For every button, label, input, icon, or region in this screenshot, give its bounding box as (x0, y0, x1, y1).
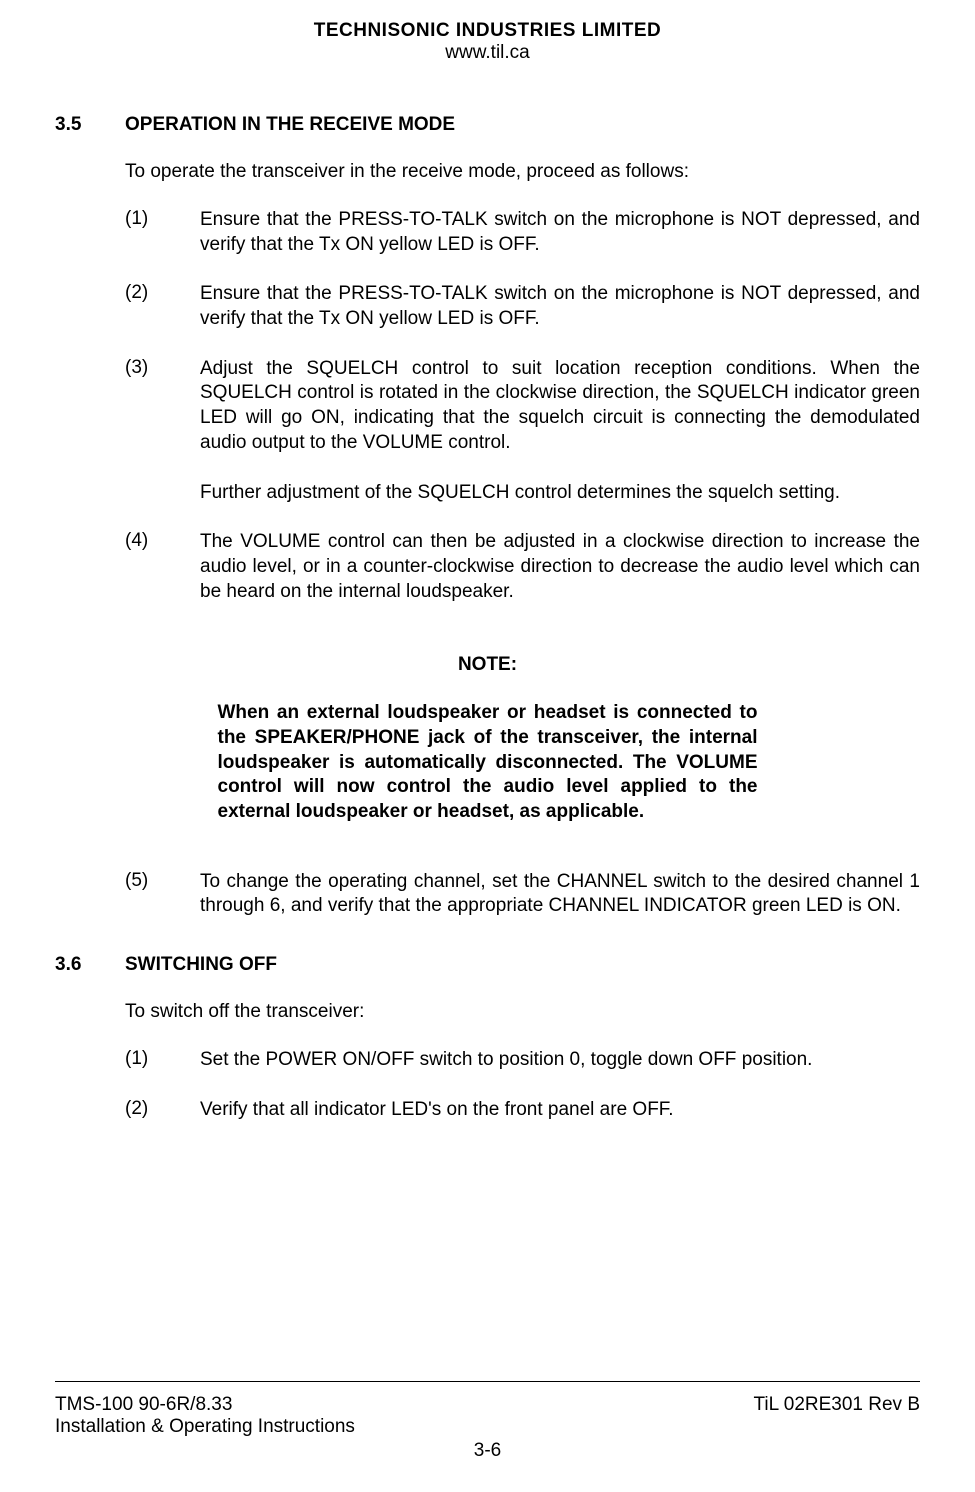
item-text: Adjust the SQUELCH control to suit locat… (200, 357, 920, 456)
page-number: 3-6 (55, 1440, 920, 1462)
footer-left-2: Installation & Operating Instructions (55, 1416, 355, 1437)
note-body: When an external loudspeaker or headset … (218, 701, 758, 824)
page-header: TECHNISONIC INDUSTRIES LIMITED www.til.c… (55, 20, 920, 64)
item-text: The VOLUME control can then be adjusted … (200, 530, 920, 604)
item-number: (5) (125, 870, 200, 919)
section-3-5: 3.5 OPERATION IN THE RECEIVE MODE To ope… (55, 114, 920, 919)
section-3-6-number: 3.6 (55, 954, 125, 976)
section-3-6-intro: To switch off the transceiver: (125, 1001, 920, 1023)
item-number: (1) (125, 1048, 200, 1073)
section-3-5-number: 3.5 (55, 114, 125, 136)
section-3-6: 3.6 SWITCHING OFF To switch off the tran… (55, 954, 920, 1122)
section-3-5-title: OPERATION IN THE RECEIVE MODE (125, 114, 455, 136)
page-footer: TMS-100 90-6R/8.33 TiL 02RE301 Rev B Ins… (55, 1381, 920, 1462)
section-3-5-item-5: (5) To change the operating channel, set… (125, 870, 920, 919)
section-3-5-item-4: (4) The VOLUME control can then be adjus… (125, 530, 920, 604)
item-number: (3) (125, 357, 200, 456)
note-block: NOTE: When an external loudspeaker or he… (55, 654, 920, 824)
item-text: Set the POWER ON/OFF switch to position … (200, 1048, 920, 1073)
note-label: NOTE: (55, 654, 920, 676)
footer-right-1: TiL 02RE301 Rev B (753, 1394, 920, 1416)
section-3-5-item-2: (2) Ensure that the PRESS-TO-TALK switch… (125, 282, 920, 331)
item-text: Ensure that the PRESS-TO-TALK switch on … (200, 282, 920, 331)
section-3-6-item-2: (2) Verify that all indicator LED's on t… (125, 1098, 920, 1123)
item-text: Ensure that the PRESS-TO-TALK switch on … (200, 208, 920, 257)
item-number: (2) (125, 1098, 200, 1123)
company-name: TECHNISONIC INDUSTRIES LIMITED (55, 20, 920, 42)
section-3-6-item-1: (1) Set the POWER ON/OFF switch to posit… (125, 1048, 920, 1073)
section-3-6-title: SWITCHING OFF (125, 954, 277, 976)
website-text: www.til.ca (55, 42, 920, 64)
item-number: (4) (125, 530, 200, 604)
footer-row-2: Installation & Operating Instructions (55, 1416, 920, 1438)
section-3-5-intro: To operate the transceiver in the receiv… (125, 161, 920, 183)
section-3-5-item-1: (1) Ensure that the PRESS-TO-TALK switch… (125, 208, 920, 257)
section-3-5-item-3: (3) Adjust the SQUELCH control to suit l… (125, 357, 920, 456)
section-3-6-header: 3.6 SWITCHING OFF (55, 954, 920, 976)
footer-left-1: TMS-100 90-6R/8.33 (55, 1394, 232, 1416)
item-number: (1) (125, 208, 200, 257)
section-3-5-item-3-followup: Further adjustment of the SQUELCH contro… (200, 481, 920, 506)
item-number: (2) (125, 282, 200, 331)
footer-rule (55, 1381, 920, 1382)
item-text: To change the operating channel, set the… (200, 870, 920, 919)
section-3-5-header: 3.5 OPERATION IN THE RECEIVE MODE (55, 114, 920, 136)
item-text: Verify that all indicator LED's on the f… (200, 1098, 920, 1123)
footer-row-1: TMS-100 90-6R/8.33 TiL 02RE301 Rev B (55, 1394, 920, 1416)
